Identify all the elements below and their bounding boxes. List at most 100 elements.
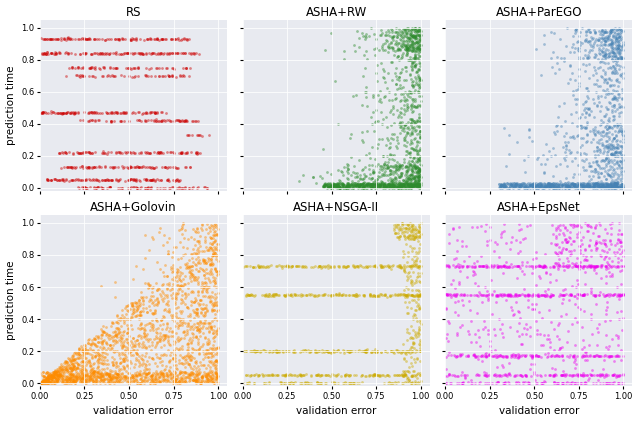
Point [191,117,201,124]
Point [492,353,502,360]
Point [401,292,411,298]
Point [78,358,88,365]
Point [605,237,616,244]
Point [611,38,621,45]
Point [593,47,604,54]
Point [344,292,355,298]
Point [192,306,202,313]
Point [69,110,79,117]
Point [210,221,220,228]
Point [131,184,141,191]
Point [189,308,200,315]
Point [200,259,211,266]
Point [613,353,623,360]
Point [367,181,377,187]
Point [181,36,191,43]
Point [173,370,184,377]
Point [312,372,323,379]
Point [179,369,189,376]
Point [207,252,218,259]
Point [162,372,172,379]
Point [205,261,215,268]
Point [209,229,219,235]
Point [415,291,425,298]
Point [552,260,563,267]
Point [554,352,564,359]
Point [612,54,623,61]
Point [588,353,598,360]
Point [610,53,620,60]
Point [408,181,418,188]
Point [388,135,398,142]
Point [448,292,458,298]
Point [483,291,493,298]
Point [209,301,219,308]
Point [143,164,154,170]
Point [330,371,340,378]
Point [193,341,203,348]
Point [401,151,411,158]
Point [109,349,119,356]
Point [581,124,591,131]
Point [378,41,388,48]
Point [78,164,88,171]
Point [407,38,417,45]
Point [579,292,589,298]
Point [282,291,292,298]
Point [44,379,54,386]
Point [179,329,189,336]
Point [158,281,168,288]
Point [598,29,609,35]
Point [333,184,343,191]
Point [570,77,580,84]
Point [406,334,417,341]
Point [102,109,112,116]
Point [600,263,611,270]
Point [172,36,182,43]
Point [126,322,136,328]
Point [202,339,212,346]
Point [406,106,416,112]
Point [43,373,53,380]
Point [36,379,46,386]
Point [184,361,194,368]
Point [134,177,145,184]
Point [376,349,386,355]
Point [617,54,627,60]
Point [370,262,380,268]
Point [483,352,493,359]
Point [208,251,218,257]
Point [410,178,420,184]
Point [547,372,557,379]
Point [134,164,145,170]
Point [271,291,281,298]
Point [174,377,184,384]
Point [366,176,376,183]
Point [97,376,108,383]
Point [556,250,566,257]
Point [201,325,211,331]
Point [608,181,618,188]
Point [545,184,556,191]
Point [502,371,513,378]
Point [370,184,380,191]
Point [198,322,209,329]
Point [178,71,188,78]
Point [451,291,461,298]
Point [324,183,335,189]
Point [78,376,88,382]
Point [413,176,424,183]
Point [169,338,179,345]
Point [99,50,109,57]
Point [354,183,364,189]
Point [261,348,271,354]
Point [166,276,177,283]
Point [109,370,120,377]
Point [402,46,412,53]
Point [71,359,81,365]
Point [405,180,415,187]
Point [154,373,164,380]
Point [582,180,592,187]
Point [550,130,560,137]
Point [403,180,413,187]
